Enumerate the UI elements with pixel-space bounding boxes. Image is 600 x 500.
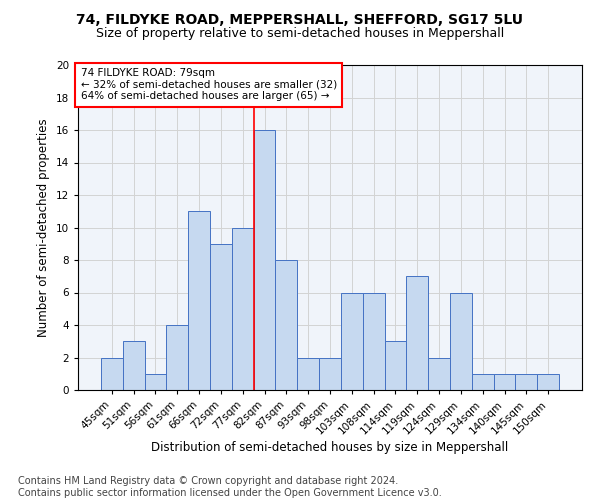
- Bar: [166, 325, 188, 390]
- Bar: [450, 292, 472, 390]
- Bar: [319, 358, 341, 390]
- Bar: [537, 374, 559, 390]
- Text: 74, FILDYKE ROAD, MEPPERSHALL, SHEFFORD, SG17 5LU: 74, FILDYKE ROAD, MEPPERSHALL, SHEFFORD,…: [77, 12, 523, 26]
- Bar: [232, 228, 254, 390]
- Bar: [385, 341, 406, 390]
- Bar: [145, 374, 166, 390]
- Bar: [254, 130, 275, 390]
- Text: Size of property relative to semi-detached houses in Meppershall: Size of property relative to semi-detach…: [96, 28, 504, 40]
- Bar: [123, 341, 145, 390]
- Bar: [472, 374, 494, 390]
- Bar: [515, 374, 537, 390]
- Bar: [297, 358, 319, 390]
- Text: 74 FILDYKE ROAD: 79sqm
← 32% of semi-detached houses are smaller (32)
64% of sem: 74 FILDYKE ROAD: 79sqm ← 32% of semi-det…: [80, 68, 337, 102]
- Bar: [188, 211, 210, 390]
- Bar: [210, 244, 232, 390]
- Bar: [101, 358, 123, 390]
- Bar: [406, 276, 428, 390]
- Bar: [275, 260, 297, 390]
- Y-axis label: Number of semi-detached properties: Number of semi-detached properties: [37, 118, 50, 337]
- Bar: [428, 358, 450, 390]
- Bar: [341, 292, 363, 390]
- Bar: [494, 374, 515, 390]
- Text: Contains HM Land Registry data © Crown copyright and database right 2024.
Contai: Contains HM Land Registry data © Crown c…: [18, 476, 442, 498]
- Bar: [363, 292, 385, 390]
- X-axis label: Distribution of semi-detached houses by size in Meppershall: Distribution of semi-detached houses by …: [151, 442, 509, 454]
